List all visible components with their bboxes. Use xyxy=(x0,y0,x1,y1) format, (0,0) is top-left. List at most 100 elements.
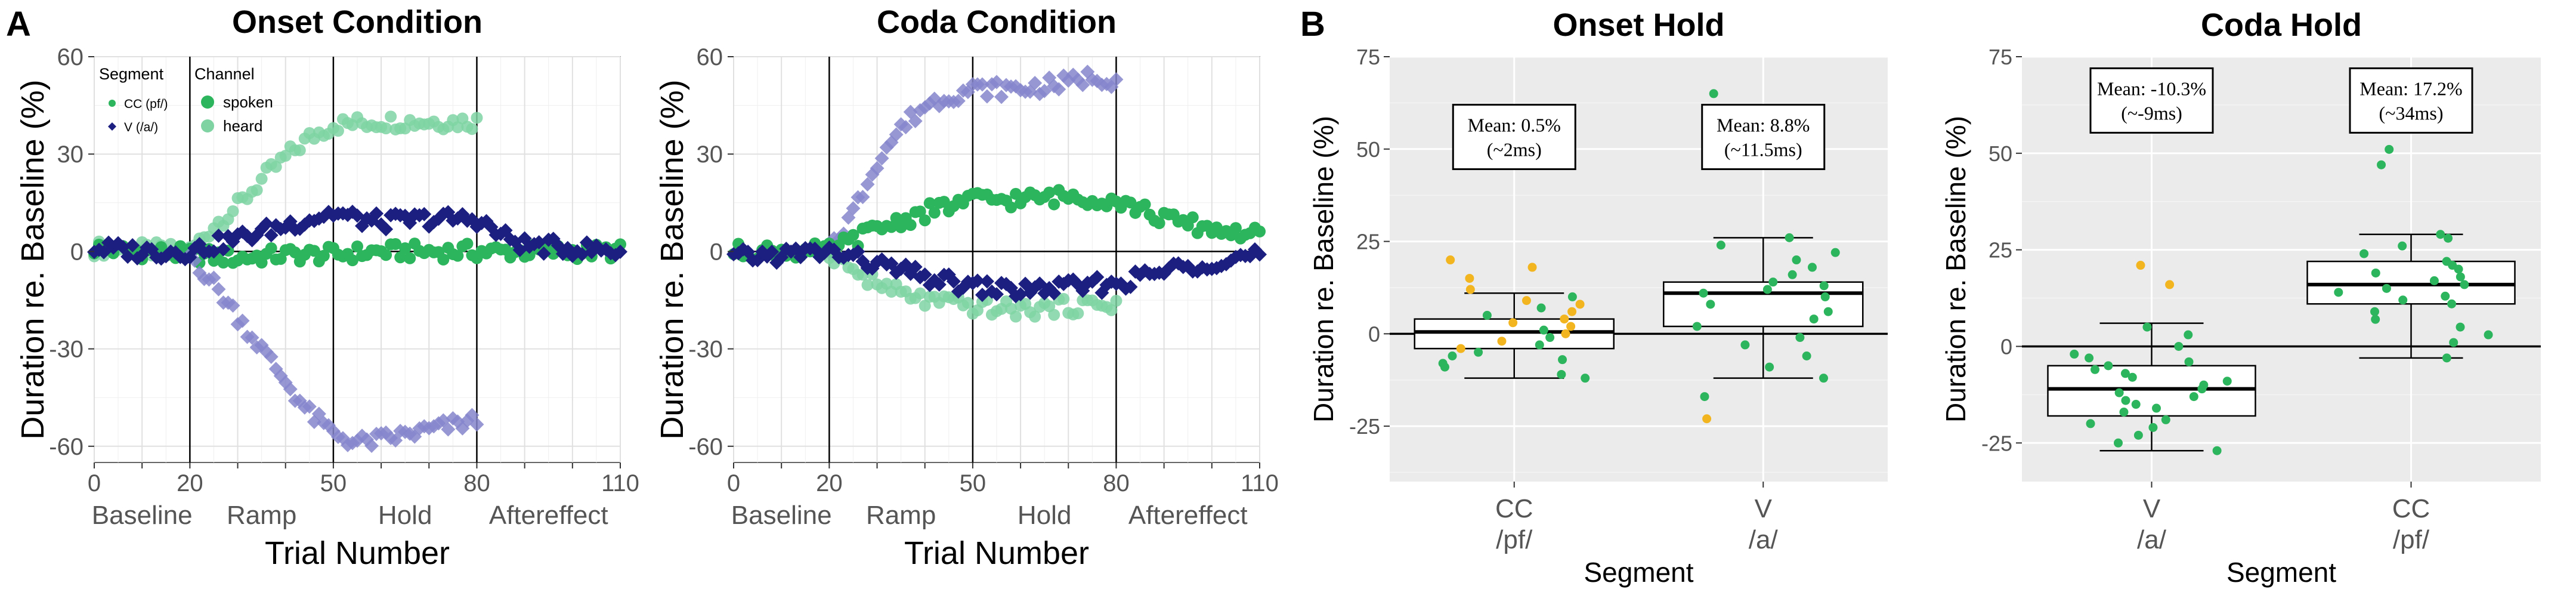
y-tick-label: 30 xyxy=(57,141,84,168)
data-point-v xyxy=(1123,279,1138,294)
x-axis-title: Trial Number xyxy=(265,535,450,571)
data-point-v xyxy=(302,399,317,414)
data-point-v xyxy=(917,267,932,282)
x-axis-title: Segment xyxy=(1584,557,1693,588)
data-point xyxy=(1575,300,1585,309)
data-point xyxy=(2398,241,2407,251)
data-point xyxy=(2184,357,2194,366)
legend-heard-swatch xyxy=(201,119,214,132)
y-axis-title: Duration re. Baseline (%) xyxy=(15,79,51,439)
data-point-cc xyxy=(923,197,936,209)
data-point xyxy=(1448,351,1457,360)
mean-annotation: Mean: 8.8% xyxy=(1717,114,1810,135)
y-tick-label: -25 xyxy=(1349,414,1380,439)
data-point xyxy=(1768,277,1778,287)
data-point-cc xyxy=(1124,196,1137,209)
data-point xyxy=(1762,285,1772,294)
data-point-cc xyxy=(293,144,306,156)
data-point-v xyxy=(1075,78,1090,92)
legend-spoken-swatch xyxy=(201,95,214,109)
data-point-cc xyxy=(1186,211,1199,224)
data-point xyxy=(1809,314,1819,324)
data-point xyxy=(1560,314,1569,324)
data-point xyxy=(1539,325,1548,335)
chart-title: Coda Hold xyxy=(2201,7,2362,43)
data-point xyxy=(1465,273,1474,283)
data-point-cc xyxy=(1229,222,1242,235)
data-point xyxy=(1557,369,1566,379)
data-point xyxy=(1474,347,1483,357)
data-point-v xyxy=(908,260,923,275)
data-point xyxy=(2370,307,2380,316)
data-point-cc xyxy=(919,214,931,227)
box-iqr xyxy=(2306,260,2516,305)
chart-title: Coda Condition xyxy=(877,4,1117,40)
data-point xyxy=(2212,446,2222,455)
data-point xyxy=(2377,160,2386,169)
data-point xyxy=(2085,353,2094,363)
data-point xyxy=(1456,344,1465,353)
data-point-v xyxy=(765,244,780,259)
data-point xyxy=(2460,280,2469,289)
legend-segment-title: Segment xyxy=(99,65,164,83)
data-point-v xyxy=(1109,72,1124,87)
phase-label: Aftereffect xyxy=(489,501,608,530)
data-point-v xyxy=(1090,270,1105,285)
data-point xyxy=(1709,89,1718,98)
data-point-cc xyxy=(385,110,397,123)
data-point-cc xyxy=(466,123,478,135)
data-point xyxy=(1807,263,1817,272)
data-point xyxy=(1792,255,1801,265)
data-point-cc xyxy=(1010,187,1022,200)
mean-annotation-ms: (~2ms) xyxy=(1487,138,1542,160)
data-point-v xyxy=(259,216,274,231)
mean-annotation: Mean: -10.3% xyxy=(2097,78,2206,99)
data-point-v xyxy=(379,222,394,237)
data-point xyxy=(2371,314,2380,324)
mean-annotation: Mean: 17.2% xyxy=(2359,78,2462,99)
data-point xyxy=(2148,423,2158,432)
onset-hold-chart: Mean: 0.5% (~2ms) CC/pf/Mean: 8.8% (~11.5ms… xyxy=(1308,7,1888,588)
x-category-sublabel: /pf/ xyxy=(2393,525,2430,554)
data-point-v xyxy=(855,190,870,205)
mean-annotation: Mean: 0.5% xyxy=(1468,114,1561,135)
phase-label: Ramp xyxy=(227,501,296,530)
data-point-v xyxy=(369,206,384,221)
data-point-cc xyxy=(461,238,474,250)
data-point-cc xyxy=(1048,309,1060,321)
data-point-v xyxy=(264,349,279,364)
box-1: Mean: 17.2% (~34ms) xyxy=(2306,67,2516,363)
legend: Segment Channel CC (pf/) V (/a/) spoken heard xyxy=(99,65,273,135)
x-category-sublabel: /pf/ xyxy=(1496,525,1533,554)
data-point xyxy=(1527,263,1537,272)
data-point-cc xyxy=(861,279,874,291)
data-point-v xyxy=(989,287,1004,302)
data-point-cc xyxy=(265,242,277,254)
data-point-cc xyxy=(346,254,358,267)
data-point-cc xyxy=(437,253,450,266)
data-point xyxy=(2484,330,2493,340)
data-point xyxy=(1823,307,1833,316)
data-point-cc xyxy=(1043,186,1056,199)
y-axis-title: Duration re. Baseline (%) xyxy=(654,79,690,439)
panel-label-b: B xyxy=(1300,5,1325,44)
data-point-cc xyxy=(1139,198,1151,211)
data-point-v xyxy=(889,127,904,142)
data-point-v xyxy=(225,298,240,313)
data-point xyxy=(1522,296,1531,306)
data-point-v xyxy=(946,274,961,289)
data-point xyxy=(2120,369,2130,378)
data-point-cc xyxy=(394,251,407,264)
y-axis-title: Duration re. Baseline (%) xyxy=(1308,116,1339,423)
data-point xyxy=(2121,396,2130,405)
data-point-v xyxy=(574,247,589,262)
data-point-v xyxy=(908,113,923,128)
data-point xyxy=(1482,310,1492,320)
data-point xyxy=(2114,388,2124,397)
mean-annotation-box xyxy=(1452,103,1576,170)
box-0: Mean: -10.3% (~-9ms) xyxy=(2047,67,2256,455)
data-point-cc xyxy=(251,184,263,196)
data-point xyxy=(1702,414,1712,424)
y-tick-label: -30 xyxy=(49,337,84,363)
data-point-cc xyxy=(890,212,902,224)
